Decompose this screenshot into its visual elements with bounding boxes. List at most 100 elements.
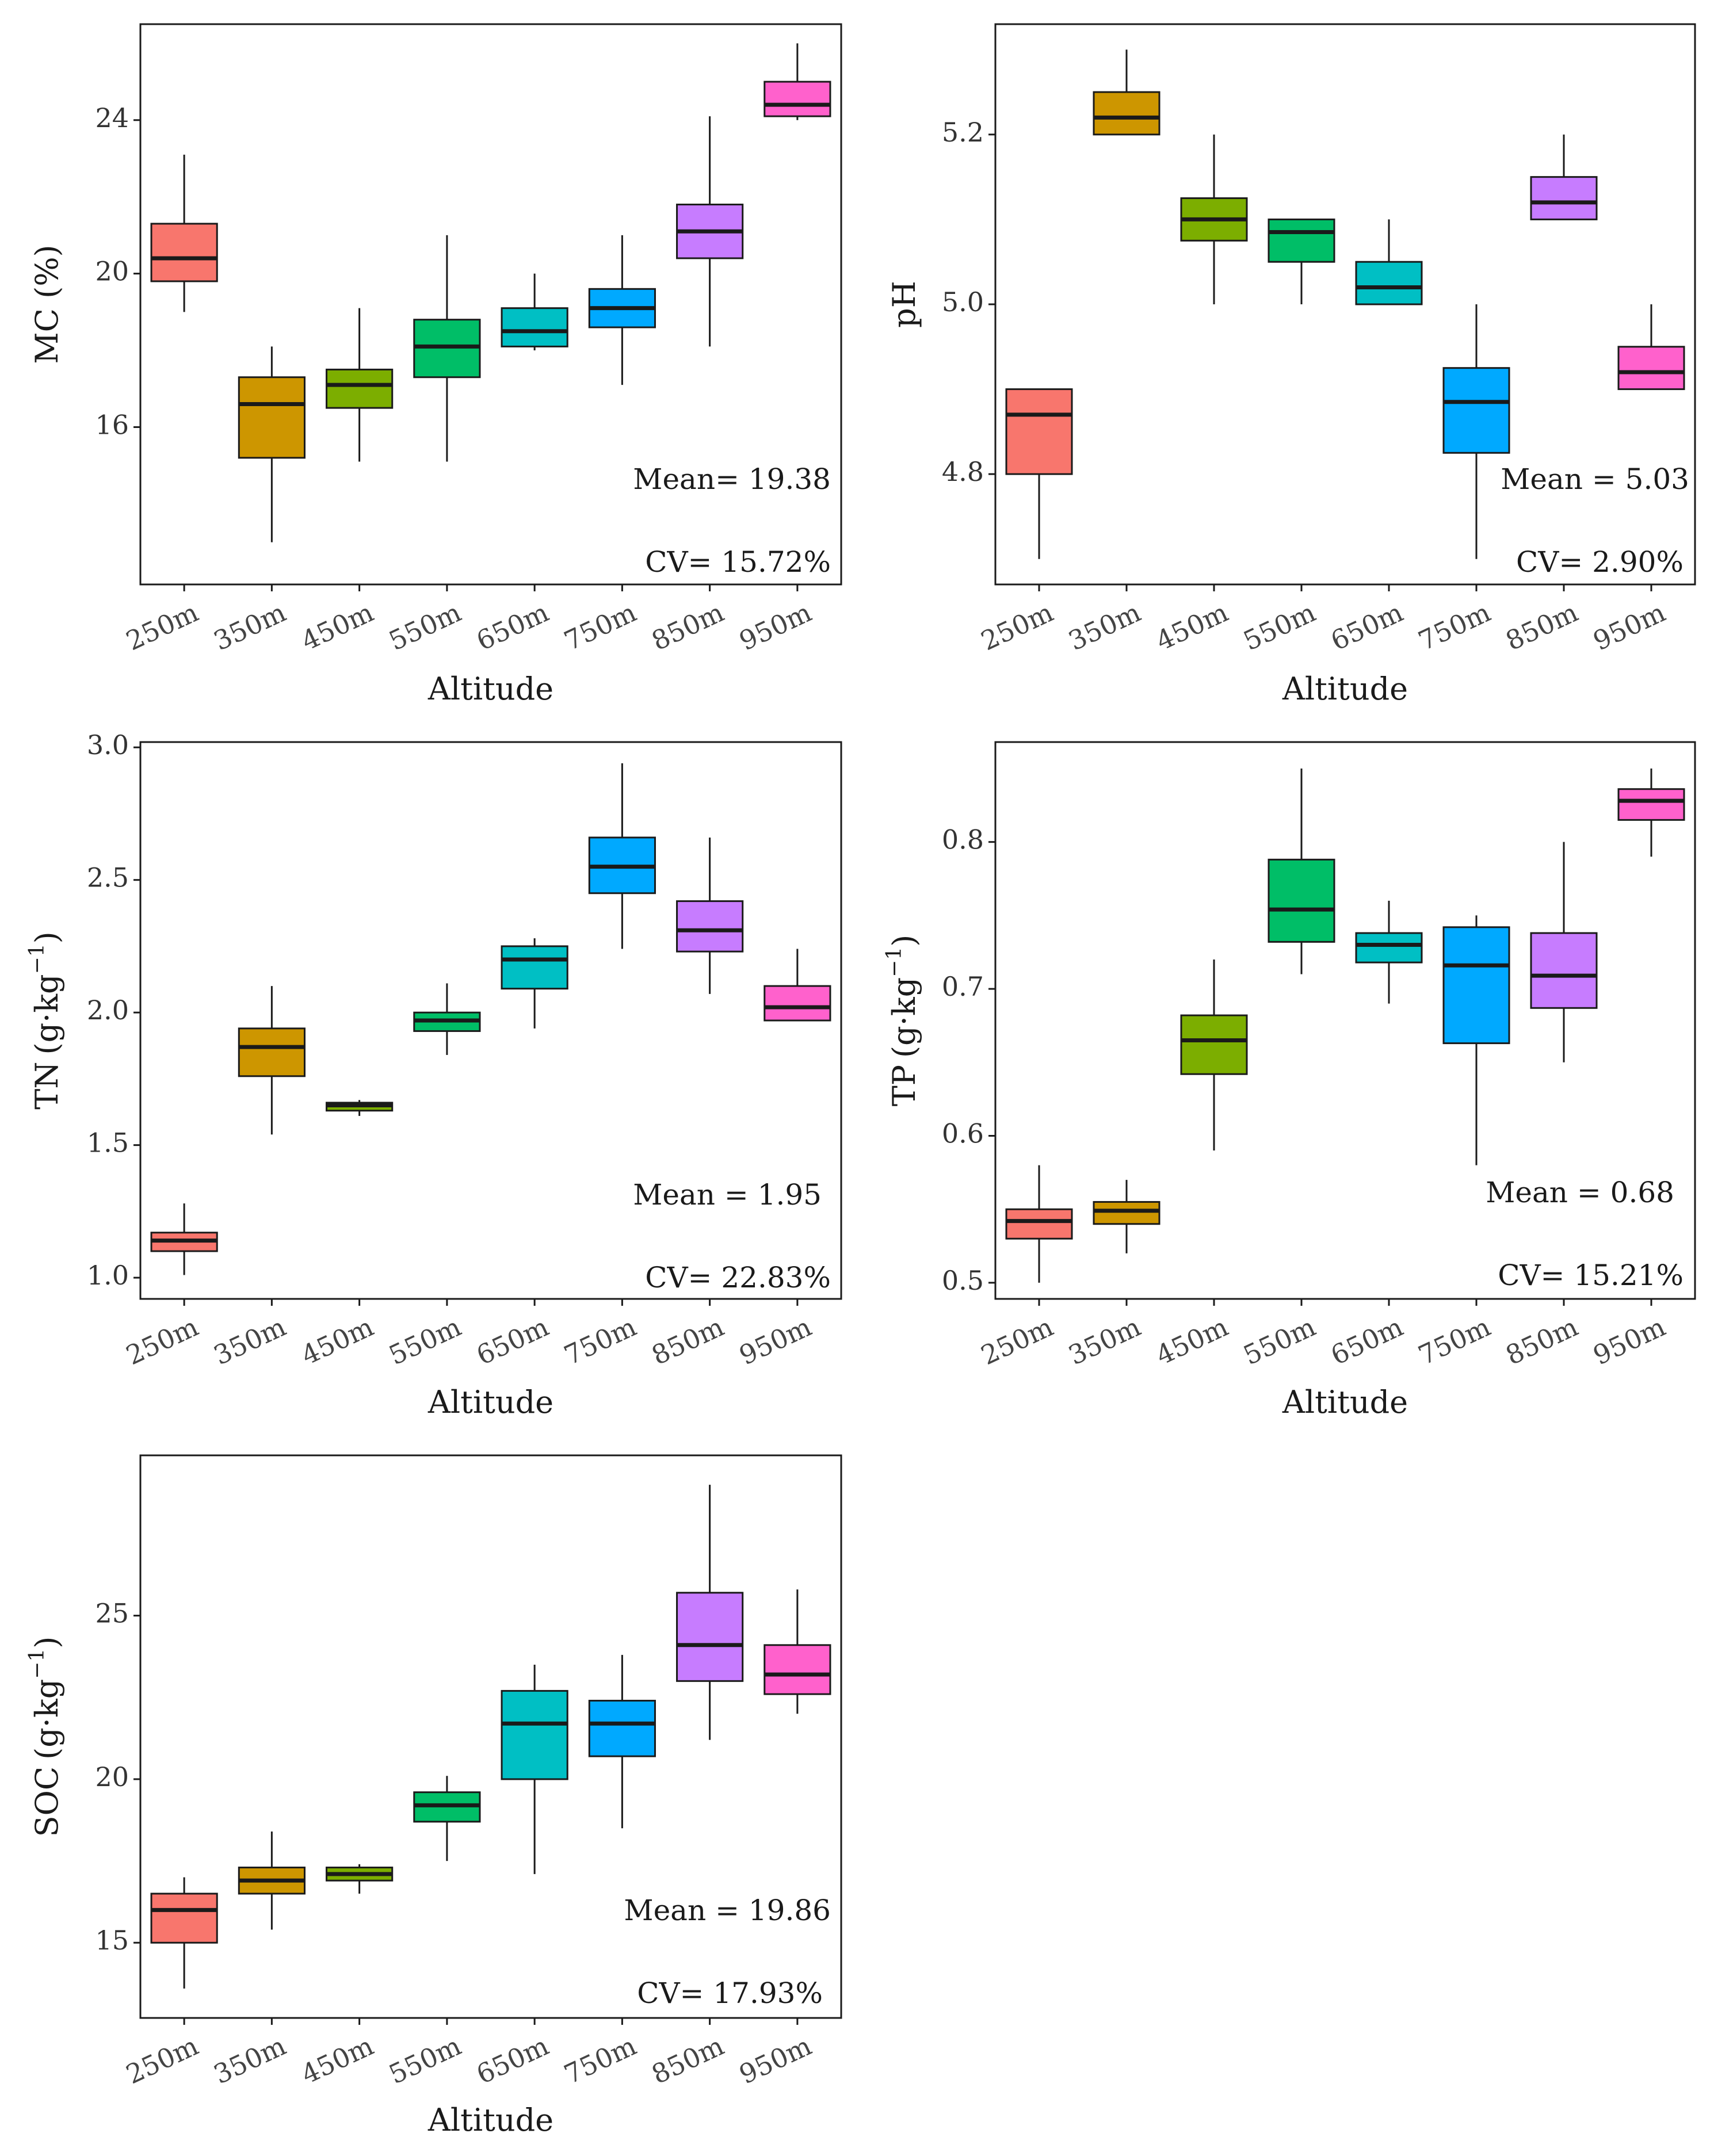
y-tick-label: 20 [95, 256, 129, 287]
box-750m [588, 235, 656, 385]
plot-frame [139, 741, 842, 1300]
box-550m [1268, 218, 1335, 304]
y-tick-label: 15 [95, 1925, 129, 1956]
iqr-box [1093, 91, 1161, 136]
box-350m [238, 986, 306, 1135]
iqr-box [588, 1699, 656, 1757]
cv-label: CV= 15.72% [645, 545, 831, 579]
box-950m [1617, 768, 1685, 857]
iqr-box [676, 900, 744, 953]
box-650m [501, 1664, 568, 1874]
y-axis-title: pH [886, 281, 922, 328]
box-350m [238, 1831, 306, 1930]
panel-ph: pH Altitude Mean = 5.03 CV= 2.90% 4.8 5.0… [886, 23, 1696, 707]
y-axis-title: SOC(g·kg−1) [25, 1637, 65, 1837]
cv-label: CV= 17.93% [637, 1977, 823, 2010]
iqr-box [238, 1027, 306, 1077]
y-tick-label: 16 [95, 409, 129, 440]
x-axis-title: Altitude [1282, 1384, 1408, 1420]
iqr-box [150, 1893, 218, 1944]
iqr-box [1617, 788, 1685, 821]
y-tick-label: 1.0 [87, 1260, 129, 1291]
box-650m [1355, 219, 1423, 305]
box-650m [1355, 900, 1423, 1004]
iqr-box [1355, 932, 1423, 964]
mean-label: Mean = 5.03 [1501, 462, 1689, 496]
iqr-box [501, 1689, 568, 1780]
iqr-box [1530, 932, 1598, 1009]
box-750m [588, 763, 656, 949]
iqr-box [764, 985, 831, 1022]
box-750m [1442, 915, 1510, 1165]
box-950m [1617, 304, 1685, 391]
y-tick-label: 2.5 [87, 862, 129, 893]
y-tick-label: 25 [95, 1598, 129, 1629]
iqr-box [1005, 1208, 1073, 1240]
iqr-box [764, 1644, 831, 1695]
mean-label: Mean= 19.38 [633, 462, 831, 496]
box-850m [1530, 134, 1598, 220]
plot-frame [139, 1454, 842, 2019]
y-tick-label: 5.2 [942, 117, 984, 148]
y-tick-label: 1.5 [87, 1127, 129, 1159]
box-750m [1442, 304, 1510, 559]
iqr-box [1093, 1201, 1161, 1225]
iqr-box [764, 81, 831, 117]
iqr-box [1442, 926, 1510, 1045]
iqr-box [1530, 176, 1598, 220]
iqr-box [1005, 388, 1073, 475]
iqr-box [501, 945, 568, 990]
mean-label: Mean = 19.86 [624, 1894, 831, 1927]
box-950m [764, 949, 831, 1022]
y-tick-label: 4.8 [942, 456, 984, 487]
box-850m [676, 116, 744, 347]
box-750m [588, 1654, 656, 1829]
box-550m [1268, 768, 1335, 974]
y-tick-label: 0.8 [942, 824, 984, 855]
y-tick-label: 20 [95, 1761, 129, 1792]
cv-label: CV= 15.21% [1498, 1259, 1684, 1292]
iqr-box [150, 223, 218, 282]
cv-label: CV= 22.83% [645, 1261, 831, 1294]
y-axis-title: TN(g·kg−1) [25, 931, 65, 1110]
y-tick-label: 0.6 [942, 1118, 984, 1149]
plot-frame [139, 23, 842, 586]
cv-label: CV= 2.90% [1516, 545, 1684, 579]
mean-label: Mean = 1.95 [633, 1178, 822, 1211]
box-950m [764, 43, 831, 120]
box-450m [326, 1864, 394, 1894]
iqr-box [1442, 367, 1510, 454]
x-axis-title: Altitude [427, 2102, 553, 2138]
box-450m [326, 1100, 394, 1116]
x-axis-title: Altitude [427, 671, 553, 707]
box-650m [501, 938, 568, 1029]
box-250m [1005, 388, 1073, 559]
box-350m [1093, 49, 1161, 136]
y-axis-title: TP(g·kg−1) [883, 935, 922, 1107]
box-550m [413, 1776, 481, 1861]
box-250m [150, 154, 218, 312]
mean-label: Mean = 0.68 [1486, 1176, 1674, 1209]
box-950m [764, 1589, 831, 1714]
iqr-box [501, 307, 568, 347]
box-450m [326, 308, 394, 462]
x-axis-title: Altitude [1282, 671, 1408, 707]
x-axis-title: Altitude [427, 1384, 553, 1420]
iqr-box [326, 368, 394, 409]
iqr-box [1268, 218, 1335, 263]
box-450m [1180, 960, 1248, 1151]
y-tick-label: 24 [95, 102, 129, 133]
box-350m [238, 346, 306, 542]
y-tick-label: 3.0 [87, 729, 129, 760]
box-250m [150, 1877, 218, 1989]
y-tick-label: 5.0 [942, 286, 984, 318]
box-250m [150, 1203, 218, 1275]
y-tick-label: 2.0 [87, 995, 129, 1026]
box-450m [1180, 134, 1248, 304]
box-550m [413, 983, 481, 1055]
iqr-box [1355, 261, 1423, 305]
y-tick-label: 0.7 [942, 971, 984, 1002]
box-850m [1530, 842, 1598, 1062]
iqr-box [1617, 346, 1685, 391]
